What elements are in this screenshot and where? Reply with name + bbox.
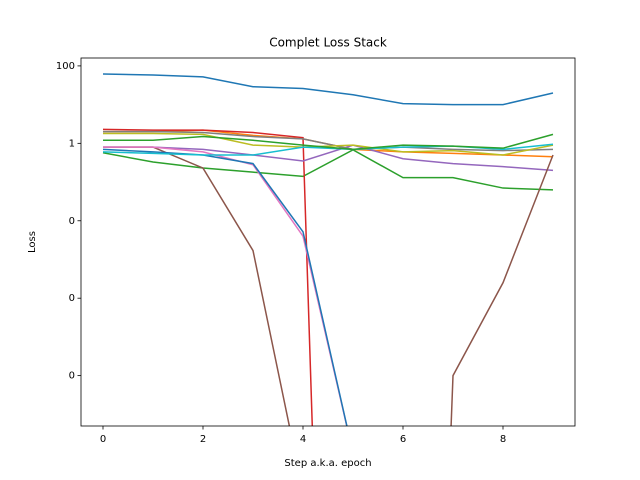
plot-area xyxy=(102,73,554,426)
x-tick-label: 2 xyxy=(200,434,206,445)
loss-line xyxy=(102,148,554,191)
loss-line xyxy=(103,146,554,426)
loss-line xyxy=(103,132,554,156)
loss-line xyxy=(103,130,554,152)
y-tick-label: 0 xyxy=(69,293,75,304)
y-tick-label: 100 xyxy=(56,61,75,72)
y-tick-label: 1 xyxy=(69,138,75,149)
loss-line xyxy=(103,133,554,151)
y-tick-label: 0 xyxy=(69,371,75,382)
x-tick-label: 6 xyxy=(400,434,406,445)
y-tick-label: 0 xyxy=(69,216,75,227)
x-tick-label: 4 xyxy=(300,434,306,445)
x-axis-label: Step a.k.a. epoch xyxy=(284,458,371,469)
y-axis-label: Loss xyxy=(27,231,38,253)
loss-line xyxy=(102,73,554,106)
x-tick-label: 0 xyxy=(100,434,106,445)
chart-title: Complet Loss Stack xyxy=(269,36,387,50)
x-tick-label: 8 xyxy=(500,434,506,445)
axes-frame xyxy=(80,57,576,427)
loss-line xyxy=(102,128,314,426)
loss-line xyxy=(103,144,554,172)
